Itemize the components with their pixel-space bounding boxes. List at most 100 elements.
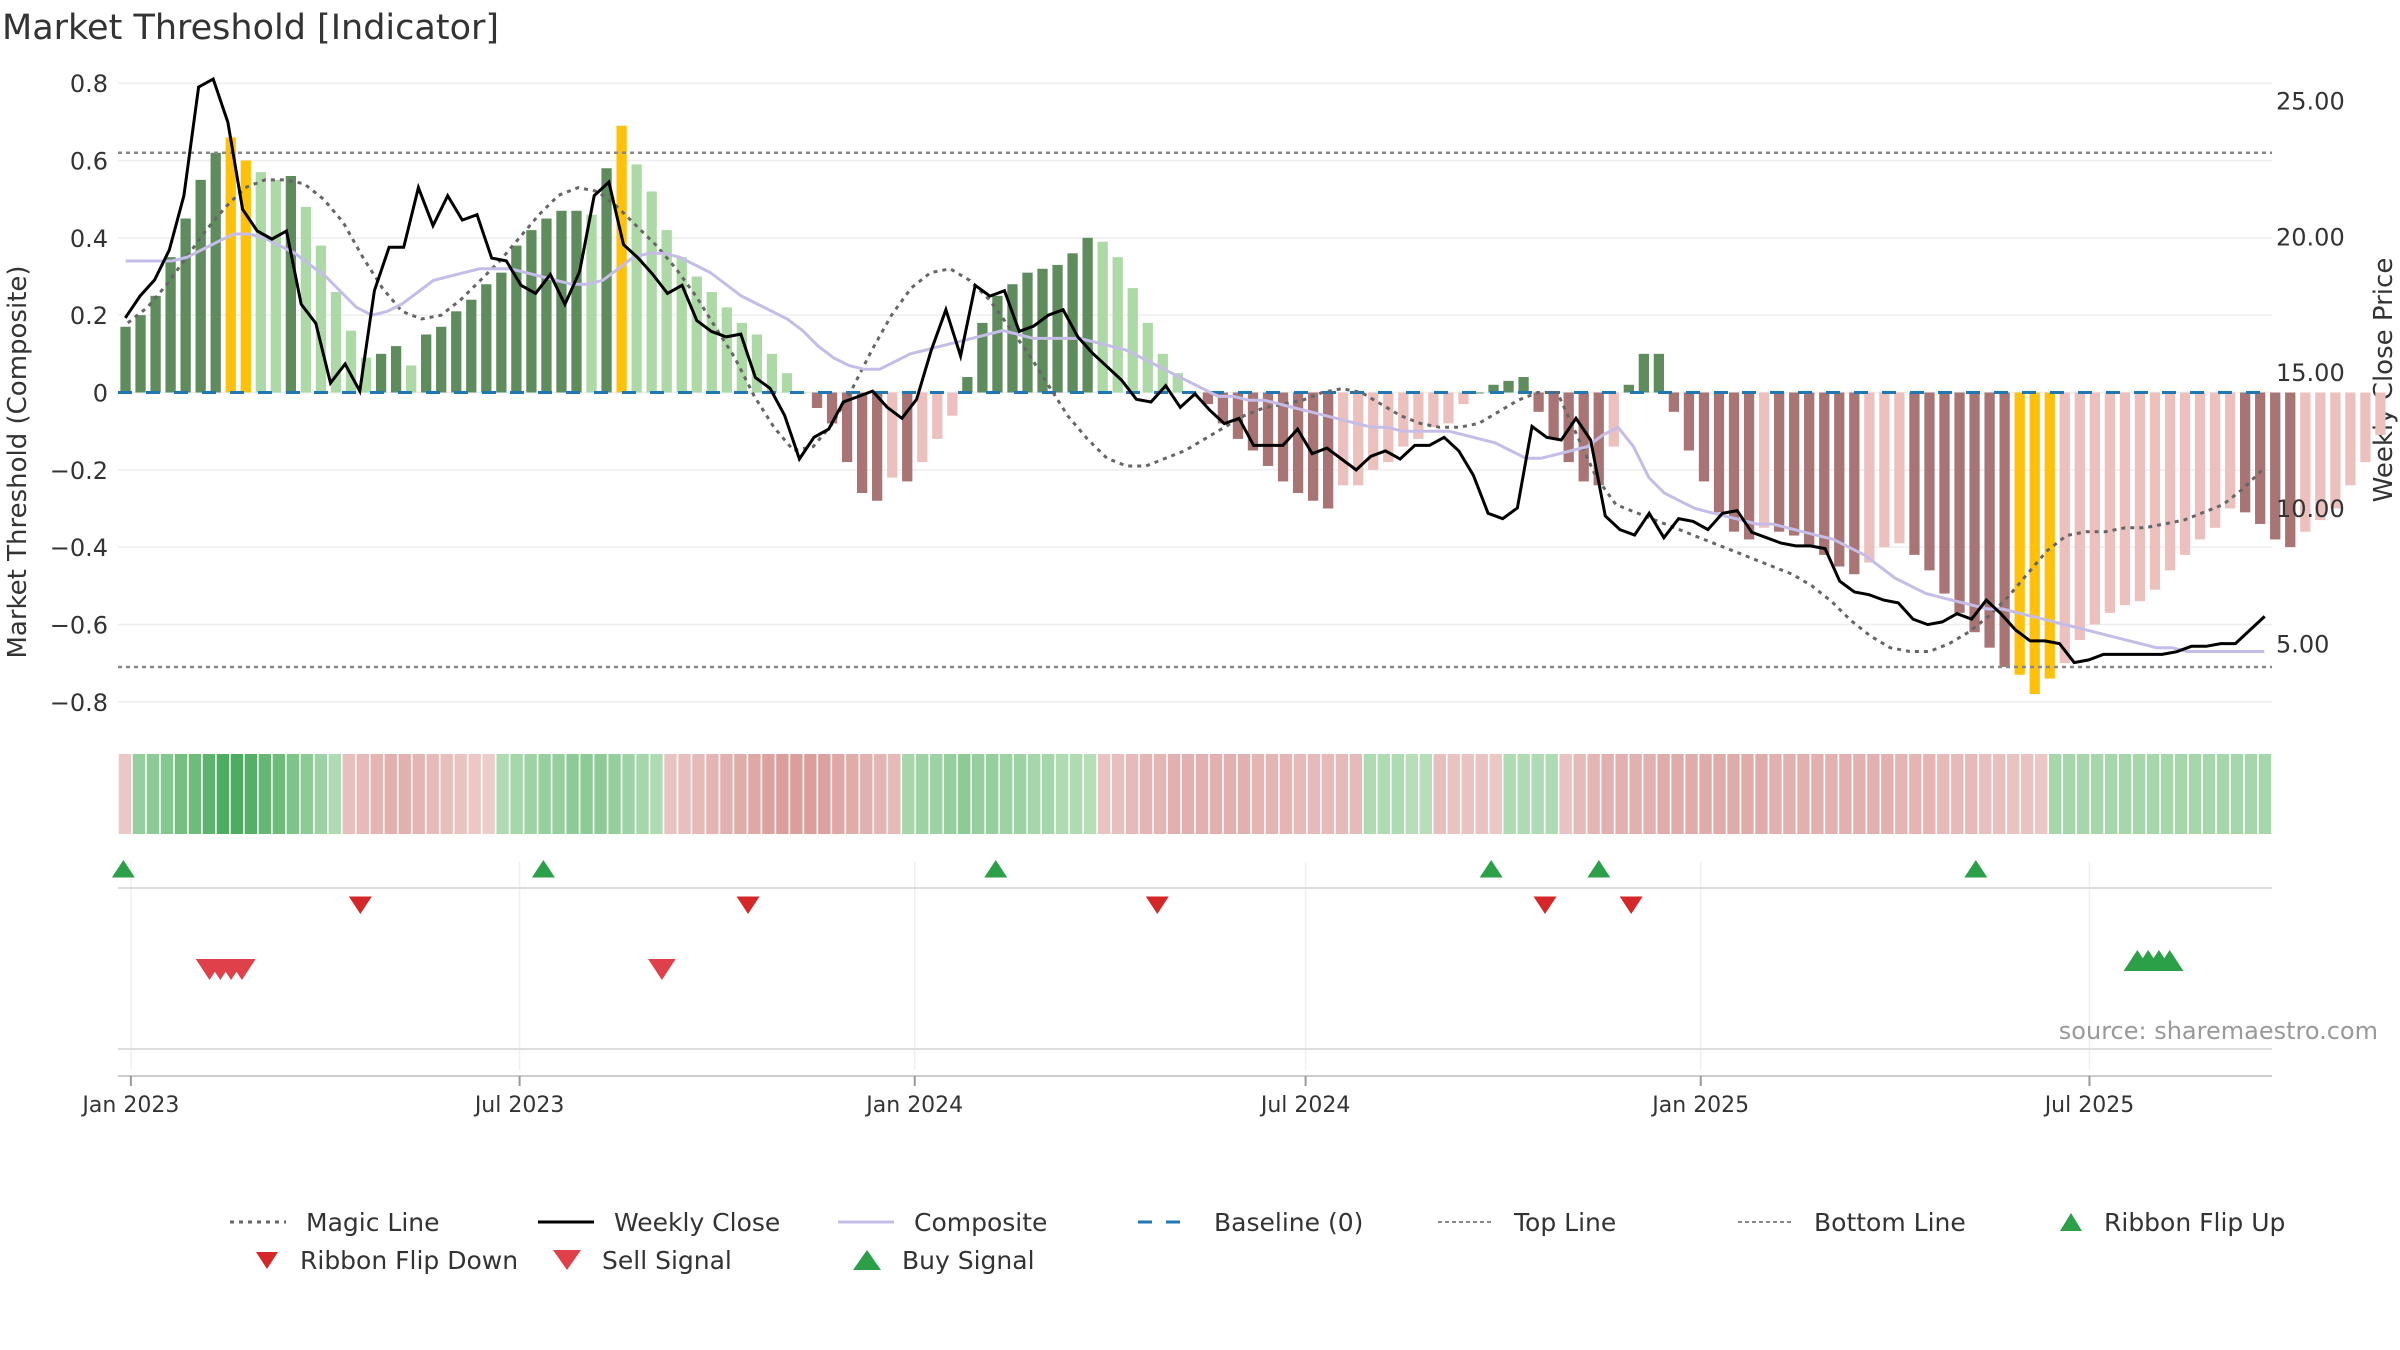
composite-bar — [1999, 392, 2010, 668]
ribbon-cell — [1979, 754, 1992, 834]
composite-bar — [1172, 373, 1183, 393]
composite-bar — [586, 214, 597, 393]
y2-axis-ticks: 5.00 10.00 15.00 20.00 25.00 — [2276, 88, 2345, 659]
composite-bar — [511, 245, 522, 393]
composite-bar — [1879, 392, 1890, 548]
ribbon-cell — [230, 754, 244, 834]
ribbon-cell — [496, 754, 509, 834]
composite-bar — [1984, 392, 1995, 648]
ribbon-cell — [202, 754, 216, 834]
y2-tick-label: 5.00 — [2276, 631, 2329, 659]
legend-label: Top Line — [1514, 1207, 1617, 1237]
composite-bar — [1743, 392, 1755, 540]
ribbon-cell — [1909, 754, 1922, 834]
composite-bar — [1503, 380, 1514, 393]
composite-bar — [1307, 392, 1319, 501]
ribbon-cell — [1741, 754, 1754, 834]
ribbon-cell — [1615, 754, 1628, 834]
ribbon-cell — [1363, 754, 1377, 834]
ribbon-cell — [412, 754, 425, 834]
composite-bar — [1007, 284, 1018, 393]
legend-baseline[interactable]: Baseline (0) — [1138, 1205, 1363, 1239]
ribbon-cell — [1335, 754, 1349, 834]
composite-bar — [1789, 392, 1800, 536]
legend-buy-signal[interactable]: Buy Signal — [852, 1243, 1035, 1277]
legend-top-line[interactable]: Top Line — [1438, 1205, 1616, 1239]
triangle-down-icon — [553, 1250, 581, 1270]
ribbon-cell — [1993, 754, 2006, 834]
ribbon-cell — [356, 754, 369, 834]
y2-axis-label: Weekly Close Price — [2369, 258, 2399, 503]
ribbon-cell — [706, 754, 719, 834]
ribbon-cell — [1279, 754, 1293, 834]
legend-ribbon-flip-up[interactable]: Ribbon Flip Up — [2058, 1205, 2285, 1239]
composite-bar — [1037, 268, 1048, 393]
composite-bar — [2059, 392, 2070, 664]
y2-tick-label: 20.00 — [2276, 223, 2345, 251]
ribbon-cell — [1433, 754, 1446, 834]
composite-bar — [556, 210, 567, 393]
legend-magic-line[interactable]: Magic Line — [230, 1205, 440, 1239]
y2-tick-label: 25.00 — [2276, 88, 2345, 116]
ribbon-cell — [118, 754, 132, 834]
ribbon-cell — [398, 754, 411, 834]
y-tick-label: −0.8 — [50, 689, 108, 717]
ribbon-cell — [608, 754, 621, 834]
ribbon-cell — [1573, 754, 1586, 834]
composite-bar — [1398, 392, 1409, 447]
y-tick-label: 0.4 — [70, 225, 108, 253]
ribbon-cell — [804, 754, 817, 834]
composite-bar — [1142, 322, 1153, 393]
ribbon-cell — [1657, 754, 1670, 834]
y-tick-label: 0.6 — [70, 148, 108, 176]
ribbon-cell — [2216, 754, 2230, 834]
composite-bar — [1202, 392, 1214, 405]
ribbon-cell — [1839, 754, 1852, 834]
ribbon-cell — [650, 754, 663, 834]
composite-bar — [345, 330, 357, 393]
ribbon-cell — [734, 754, 747, 834]
composite-bar — [225, 137, 236, 393]
ribbon-cell — [1447, 754, 1460, 834]
composite-bar — [1698, 392, 1710, 482]
ribbon-cell — [510, 754, 523, 834]
legend-weekly-close[interactable]: Weekly Close — [538, 1205, 780, 1239]
legend-bottom-line[interactable]: Bottom Line — [1738, 1205, 1966, 1239]
weekly-close-line — [124, 76, 2266, 665]
legend-composite[interactable]: Composite — [838, 1205, 1047, 1239]
ribbon-cell — [1167, 754, 1181, 834]
legend-sell-signal[interactable]: Sell Signal — [552, 1243, 732, 1277]
ribbon-cell — [1881, 754, 1894, 834]
composite-bar — [2360, 392, 2371, 463]
composite-bar — [1668, 392, 1680, 412]
ribbon-cell — [1503, 754, 1516, 834]
legend: Magic Line Weekly Close Composite Baseli… — [230, 1205, 2370, 1285]
ribbon-cell — [1755, 754, 1768, 834]
composite-bar — [526, 230, 537, 393]
composite-bar — [285, 175, 297, 393]
ribbon-cell — [1965, 754, 1978, 834]
ribbon-cell — [524, 754, 537, 834]
composite-bar — [1774, 392, 1785, 532]
composite-bar — [1954, 392, 1965, 613]
ribbon-cell — [2132, 754, 2146, 834]
ribbon-cell — [1867, 754, 1880, 834]
ribbon-cell — [1139, 754, 1153, 834]
composite-bar — [2164, 392, 2176, 571]
composite-bar — [1428, 392, 1439, 428]
ribbon-flip-up-marker — [984, 860, 1008, 878]
ribbon-cell — [636, 754, 649, 834]
ribbon-cell — [985, 754, 999, 834]
legend-label: Buy Signal — [902, 1245, 1035, 1275]
ribbon-cell — [2188, 754, 2202, 834]
ribbon-cell — [538, 754, 551, 834]
composite-bar — [210, 152, 221, 393]
y-axis-label: Market Threshold (Composite) — [3, 265, 33, 658]
legend-label: Ribbon Flip Up — [2104, 1207, 2286, 1237]
legend-ribbon-flip-down[interactable]: Ribbon Flip Down — [254, 1243, 518, 1277]
composite-line — [125, 232, 2265, 653]
ribbon-cell — [216, 754, 230, 834]
composite-bar — [1924, 392, 1935, 571]
composite-bar — [932, 392, 943, 439]
